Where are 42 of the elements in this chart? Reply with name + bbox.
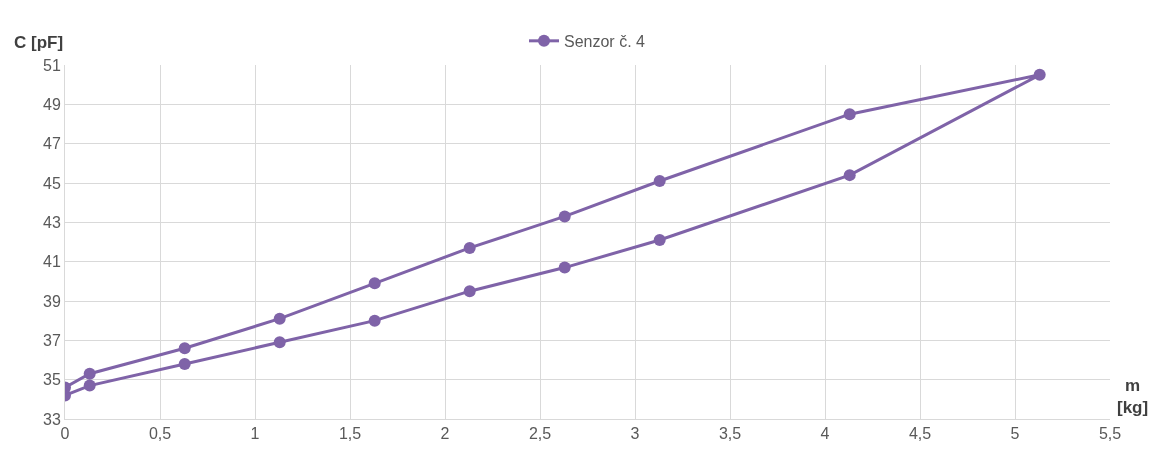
x-tick-label: 1 bbox=[250, 425, 260, 443]
y-tick-label: 45 bbox=[43, 174, 61, 192]
point bbox=[273, 312, 286, 325]
point bbox=[843, 108, 856, 121]
y-tick-label: 33 bbox=[43, 410, 61, 428]
x-tick-label: 2,5 bbox=[528, 425, 552, 443]
point bbox=[558, 261, 571, 274]
point bbox=[1033, 68, 1046, 81]
y-tick-label: 37 bbox=[43, 331, 61, 349]
y-tick-label: 35 bbox=[43, 371, 61, 389]
point bbox=[653, 234, 666, 247]
y-axis-title: C [pF] bbox=[14, 33, 64, 52]
point bbox=[368, 314, 381, 327]
x-tick-label: 5,5 bbox=[1098, 425, 1122, 443]
y-tick-label: 51 bbox=[43, 56, 61, 74]
x-tick-label: 4,5 bbox=[908, 425, 932, 443]
y-tick-label: 39 bbox=[43, 292, 61, 310]
legend-label: Senzor č. 4 bbox=[564, 33, 646, 51]
y-tick-label: 43 bbox=[43, 213, 61, 231]
x-tick-label: 0,5 bbox=[148, 425, 172, 443]
point bbox=[178, 357, 191, 370]
y-tick-label: 47 bbox=[43, 135, 61, 153]
point bbox=[843, 169, 856, 182]
point bbox=[273, 336, 286, 349]
x-tick-label: 4 bbox=[820, 425, 830, 443]
x-tick-label: 3,5 bbox=[718, 425, 742, 443]
x-tick-label: 1,5 bbox=[338, 425, 362, 443]
x-tick-label: 3 bbox=[630, 425, 640, 443]
x-tick-label: 2 bbox=[440, 425, 450, 443]
x-axis-title: m [kg] bbox=[1117, 376, 1149, 418]
point bbox=[178, 342, 191, 355]
point bbox=[653, 175, 666, 188]
point bbox=[463, 241, 476, 254]
y-tick-label: 49 bbox=[43, 95, 61, 113]
point bbox=[368, 277, 381, 290]
x-tick-label: 0 bbox=[60, 425, 70, 443]
point bbox=[463, 285, 476, 298]
point bbox=[83, 367, 96, 380]
y-tick-label: 41 bbox=[43, 253, 61, 271]
point bbox=[83, 379, 96, 392]
x-tick-label: 5 bbox=[1010, 425, 1020, 443]
point bbox=[558, 210, 571, 223]
